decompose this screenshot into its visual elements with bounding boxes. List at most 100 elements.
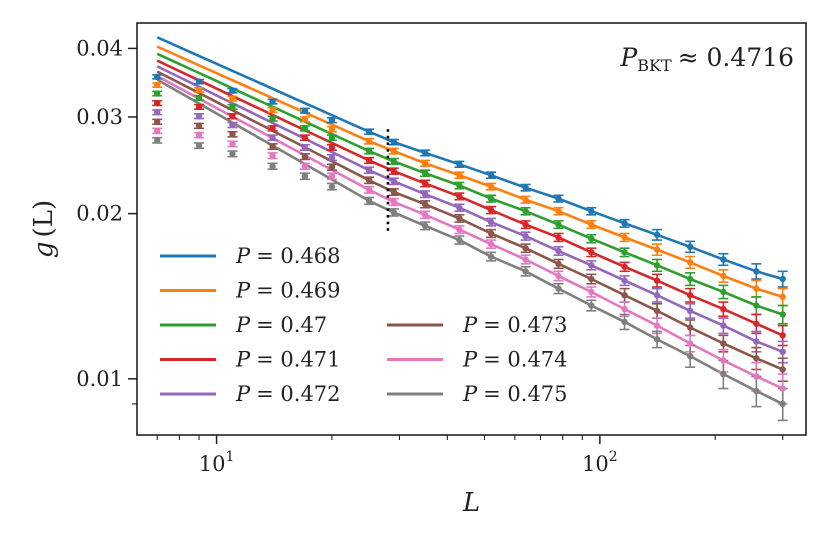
data-point	[588, 221, 595, 228]
data-point	[555, 272, 562, 280]
data-point	[195, 112, 203, 120]
data-point	[720, 305, 727, 313]
data-point	[301, 163, 309, 170]
data-point	[365, 157, 373, 164]
data-point	[522, 221, 529, 228]
data-point	[301, 144, 309, 151]
data-point	[621, 249, 628, 256]
data-point	[269, 115, 276, 122]
data-point	[653, 292, 661, 299]
data-point	[753, 302, 760, 309]
data-point	[229, 121, 236, 129]
data-point	[779, 400, 786, 408]
data-point	[328, 134, 336, 141]
data-point	[555, 195, 562, 202]
data-point	[195, 86, 203, 94]
data-point	[522, 208, 529, 215]
data-point	[779, 385, 786, 392]
data-point	[621, 263, 628, 270]
data-point	[421, 180, 429, 187]
data-point	[328, 154, 336, 161]
data-point	[720, 272, 727, 280]
data-point	[753, 285, 760, 292]
data-point	[588, 235, 595, 242]
data-point	[720, 322, 727, 329]
y-tick-label: 0.03	[76, 105, 123, 129]
data-point	[686, 324, 694, 331]
data-point	[720, 340, 727, 347]
data-point	[301, 107, 309, 114]
data-point	[154, 127, 161, 135]
y-axis-label-main: g	[29, 241, 59, 258]
data-point	[720, 256, 727, 263]
data-point	[390, 147, 398, 155]
data-point	[522, 196, 529, 203]
data-point	[269, 98, 276, 105]
data-point	[588, 249, 595, 256]
data-point	[588, 302, 595, 309]
data-point	[653, 231, 661, 238]
legend-label: P = 0.469	[235, 279, 341, 303]
data-point	[720, 357, 727, 364]
data-point	[301, 125, 309, 132]
data-point	[421, 190, 429, 198]
data-point	[487, 218, 495, 226]
data-point	[328, 126, 336, 133]
data-point	[588, 262, 595, 269]
data-point	[753, 355, 760, 362]
data-point	[621, 234, 628, 241]
data-point	[686, 259, 694, 266]
annotation-sub: BKT	[637, 56, 672, 75]
data-point	[229, 131, 236, 138]
data-point	[154, 73, 161, 81]
x-tick-label: 101	[199, 449, 235, 476]
data-point	[588, 208, 595, 215]
data-point	[195, 103, 203, 111]
data-point	[653, 307, 661, 315]
legend: P = 0.468 P = 0.469 P = 0.47 P = 0.471 P = 0.472 P…	[160, 244, 568, 406]
legend-label: P = 0.468	[235, 244, 341, 268]
data-point	[456, 182, 463, 189]
data-point	[390, 209, 398, 216]
data-point	[686, 243, 694, 251]
data-point	[522, 268, 529, 275]
data-point	[328, 183, 336, 190]
data-point	[653, 262, 661, 269]
fit-line-series-2	[156, 52, 784, 316]
data-point	[779, 366, 786, 373]
data-point	[328, 172, 336, 180]
data-point	[301, 153, 309, 160]
data-point	[779, 293, 786, 301]
data-point	[195, 78, 203, 85]
data-point	[328, 116, 336, 124]
annotation-rhs: ≈ 0.4716	[678, 43, 794, 72]
data-point	[588, 288, 595, 296]
data-point	[653, 277, 661, 284]
data-point	[487, 171, 495, 179]
x-tick-label: 102	[582, 449, 618, 476]
axis-ticks: 101 102 0.01 0.02 0.03 0.04	[76, 36, 784, 476]
data-point	[621, 318, 628, 326]
data-point	[154, 137, 161, 144]
legend-label: P = 0.471	[235, 348, 341, 372]
data-point	[588, 275, 595, 283]
data-point	[229, 140, 236, 148]
data-point	[269, 143, 276, 150]
data-point	[621, 220, 628, 227]
data-point	[365, 166, 373, 174]
legend-label: P = 0.472	[235, 382, 341, 406]
data-point	[269, 163, 276, 170]
data-point	[555, 247, 562, 255]
data-point	[195, 122, 203, 130]
data-point	[753, 338, 760, 345]
data-point	[269, 134, 276, 141]
data-point	[686, 275, 694, 283]
data-point	[229, 95, 236, 102]
data-point	[686, 307, 694, 315]
data-point	[269, 125, 276, 132]
data-point	[555, 221, 562, 228]
data-point	[487, 195, 495, 202]
data-point	[195, 142, 203, 149]
data-point	[154, 81, 161, 89]
